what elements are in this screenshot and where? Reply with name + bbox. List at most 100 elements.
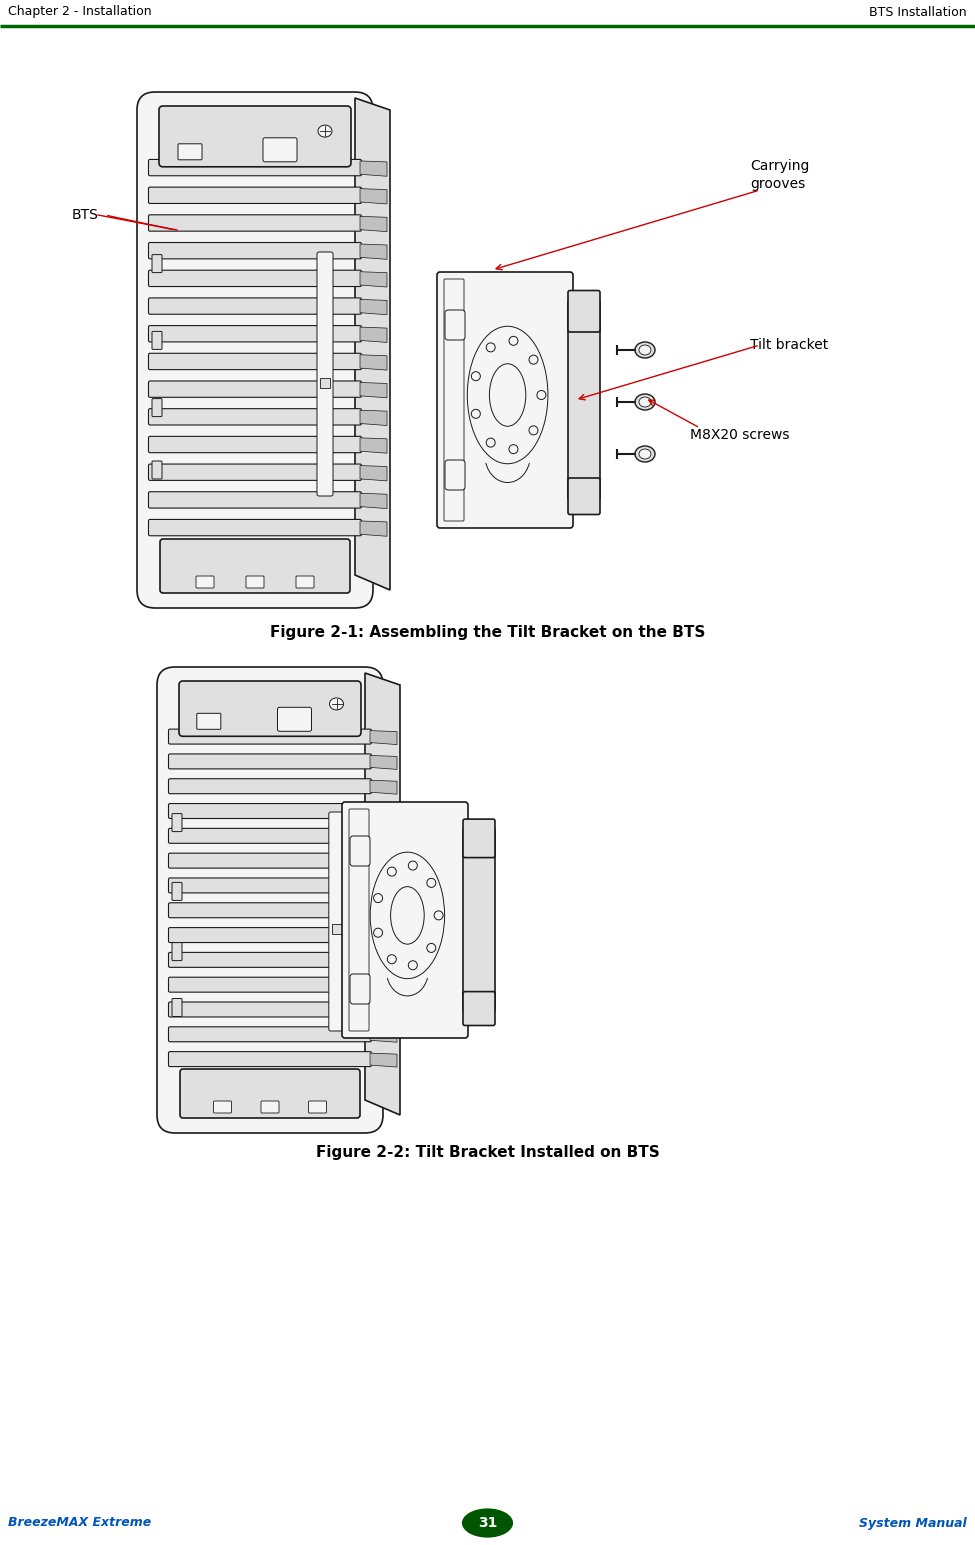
FancyBboxPatch shape bbox=[332, 924, 342, 935]
FancyBboxPatch shape bbox=[214, 1102, 231, 1112]
Ellipse shape bbox=[537, 391, 546, 400]
Text: BTS Installation: BTS Installation bbox=[870, 6, 967, 19]
Polygon shape bbox=[370, 904, 397, 918]
FancyBboxPatch shape bbox=[263, 138, 297, 162]
Ellipse shape bbox=[434, 912, 443, 919]
Ellipse shape bbox=[635, 341, 655, 358]
Polygon shape bbox=[360, 328, 387, 343]
FancyBboxPatch shape bbox=[463, 819, 495, 857]
Polygon shape bbox=[360, 521, 387, 536]
FancyBboxPatch shape bbox=[320, 379, 330, 388]
Ellipse shape bbox=[509, 337, 518, 346]
Ellipse shape bbox=[529, 355, 538, 365]
Text: Figure 2-2: Tilt Bracket Installed on BTS: Figure 2-2: Tilt Bracket Installed on BT… bbox=[316, 1145, 659, 1160]
Polygon shape bbox=[370, 879, 397, 893]
Ellipse shape bbox=[373, 893, 382, 902]
Text: Tilt bracket: Tilt bracket bbox=[750, 338, 828, 352]
FancyBboxPatch shape bbox=[342, 802, 468, 1038]
Text: Chapter 2 - Installation: Chapter 2 - Installation bbox=[8, 6, 152, 19]
Polygon shape bbox=[360, 161, 387, 176]
Ellipse shape bbox=[487, 439, 495, 447]
Ellipse shape bbox=[471, 372, 481, 380]
Polygon shape bbox=[370, 1029, 397, 1043]
Text: Carrying
grooves: Carrying grooves bbox=[750, 159, 809, 192]
FancyBboxPatch shape bbox=[152, 331, 162, 349]
FancyBboxPatch shape bbox=[246, 576, 264, 589]
Polygon shape bbox=[370, 929, 397, 942]
Ellipse shape bbox=[639, 345, 651, 355]
FancyBboxPatch shape bbox=[169, 779, 371, 794]
Polygon shape bbox=[365, 674, 400, 1115]
Polygon shape bbox=[370, 953, 397, 967]
FancyBboxPatch shape bbox=[148, 491, 362, 508]
Polygon shape bbox=[370, 756, 397, 769]
FancyBboxPatch shape bbox=[169, 1003, 371, 1017]
FancyBboxPatch shape bbox=[568, 300, 600, 499]
FancyBboxPatch shape bbox=[463, 992, 495, 1026]
Ellipse shape bbox=[387, 955, 396, 964]
Polygon shape bbox=[370, 854, 397, 868]
Text: BTS: BTS bbox=[72, 209, 98, 222]
FancyBboxPatch shape bbox=[350, 973, 370, 1004]
Ellipse shape bbox=[318, 125, 332, 138]
FancyBboxPatch shape bbox=[329, 813, 345, 1031]
Ellipse shape bbox=[387, 867, 396, 876]
Text: System Manual: System Manual bbox=[859, 1517, 967, 1530]
FancyBboxPatch shape bbox=[445, 460, 465, 490]
FancyBboxPatch shape bbox=[148, 187, 362, 204]
FancyBboxPatch shape bbox=[169, 976, 371, 992]
FancyBboxPatch shape bbox=[159, 107, 351, 167]
FancyBboxPatch shape bbox=[317, 252, 333, 496]
FancyBboxPatch shape bbox=[278, 708, 311, 731]
FancyBboxPatch shape bbox=[148, 354, 362, 369]
FancyBboxPatch shape bbox=[137, 93, 373, 609]
Polygon shape bbox=[370, 1004, 397, 1018]
FancyBboxPatch shape bbox=[172, 882, 182, 901]
FancyBboxPatch shape bbox=[157, 667, 383, 1132]
Text: M8X20 screws: M8X20 screws bbox=[690, 428, 790, 442]
FancyBboxPatch shape bbox=[180, 1069, 360, 1119]
Polygon shape bbox=[370, 1054, 397, 1068]
Ellipse shape bbox=[509, 445, 518, 454]
Ellipse shape bbox=[635, 447, 655, 462]
FancyBboxPatch shape bbox=[148, 382, 362, 397]
FancyBboxPatch shape bbox=[172, 814, 182, 831]
Polygon shape bbox=[360, 383, 387, 397]
FancyBboxPatch shape bbox=[178, 144, 202, 159]
Text: Figure 2-1: Assembling the Tilt Bracket on the BTS: Figure 2-1: Assembling the Tilt Bracket … bbox=[270, 626, 705, 640]
Ellipse shape bbox=[427, 944, 436, 952]
Ellipse shape bbox=[487, 343, 495, 352]
FancyBboxPatch shape bbox=[169, 828, 371, 844]
FancyBboxPatch shape bbox=[169, 754, 371, 769]
Polygon shape bbox=[370, 731, 397, 745]
FancyBboxPatch shape bbox=[196, 576, 214, 589]
Polygon shape bbox=[360, 244, 387, 260]
Polygon shape bbox=[360, 300, 387, 315]
FancyBboxPatch shape bbox=[197, 714, 220, 729]
Polygon shape bbox=[360, 465, 387, 480]
FancyBboxPatch shape bbox=[169, 878, 371, 893]
Polygon shape bbox=[360, 216, 387, 232]
FancyBboxPatch shape bbox=[152, 399, 162, 417]
FancyBboxPatch shape bbox=[152, 255, 162, 272]
Ellipse shape bbox=[409, 961, 417, 970]
FancyBboxPatch shape bbox=[169, 927, 371, 942]
FancyBboxPatch shape bbox=[169, 729, 371, 745]
FancyBboxPatch shape bbox=[148, 270, 362, 286]
Polygon shape bbox=[360, 188, 387, 204]
Ellipse shape bbox=[639, 450, 651, 459]
FancyBboxPatch shape bbox=[148, 436, 362, 453]
FancyBboxPatch shape bbox=[148, 464, 362, 480]
FancyBboxPatch shape bbox=[148, 215, 362, 232]
FancyBboxPatch shape bbox=[148, 298, 362, 314]
FancyBboxPatch shape bbox=[169, 803, 371, 819]
Text: 31: 31 bbox=[478, 1516, 497, 1530]
Polygon shape bbox=[370, 830, 397, 844]
FancyBboxPatch shape bbox=[148, 519, 362, 536]
Polygon shape bbox=[360, 437, 387, 453]
FancyBboxPatch shape bbox=[172, 998, 182, 1017]
Polygon shape bbox=[355, 97, 390, 590]
Ellipse shape bbox=[635, 394, 655, 409]
FancyBboxPatch shape bbox=[437, 272, 573, 528]
Polygon shape bbox=[370, 805, 397, 819]
